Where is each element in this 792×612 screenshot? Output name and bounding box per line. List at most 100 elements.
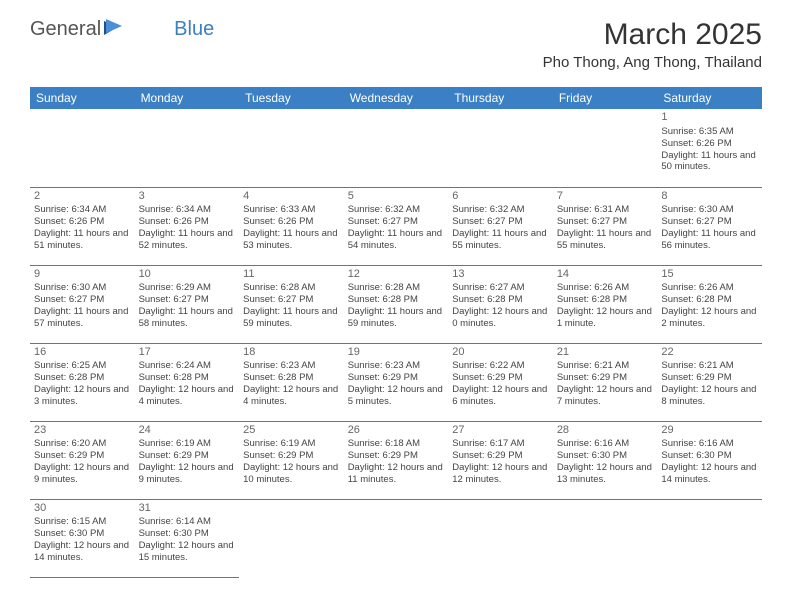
calendar-cell: 20Sunrise: 6:22 AMSunset: 6:29 PMDayligh…: [448, 343, 553, 421]
day-header: Monday: [135, 87, 240, 109]
day-number: 19: [348, 346, 445, 360]
calendar-cell: 18Sunrise: 6:23 AMSunset: 6:28 PMDayligh…: [239, 343, 344, 421]
calendar-row: 9Sunrise: 6:30 AMSunset: 6:27 PMDaylight…: [30, 265, 762, 343]
day-header: Sunday: [30, 87, 135, 109]
calendar-table: SundayMondayTuesdayWednesdayThursdayFrid…: [30, 87, 762, 578]
day-details: Sunrise: 6:28 AMSunset: 6:27 PMDaylight:…: [243, 282, 340, 330]
calendar-cell: 30Sunrise: 6:15 AMSunset: 6:30 PMDayligh…: [30, 499, 135, 577]
day-details: Sunrise: 6:23 AMSunset: 6:29 PMDaylight:…: [348, 360, 445, 408]
day-number: 6: [452, 190, 549, 204]
day-details: Sunrise: 6:18 AMSunset: 6:29 PMDaylight:…: [348, 438, 445, 486]
day-header: Saturday: [657, 87, 762, 109]
calendar-cell-empty: [135, 109, 240, 187]
day-header: Friday: [553, 87, 658, 109]
calendar-cell: 31Sunrise: 6:14 AMSunset: 6:30 PMDayligh…: [135, 499, 240, 577]
calendar-cell-empty: [239, 499, 344, 577]
day-details: Sunrise: 6:17 AMSunset: 6:29 PMDaylight:…: [452, 438, 549, 486]
calendar-row: 30Sunrise: 6:15 AMSunset: 6:30 PMDayligh…: [30, 499, 762, 577]
day-number: 27: [452, 424, 549, 438]
calendar-cell: 12Sunrise: 6:28 AMSunset: 6:28 PMDayligh…: [344, 265, 449, 343]
day-details: Sunrise: 6:19 AMSunset: 6:29 PMDaylight:…: [243, 438, 340, 486]
day-details: Sunrise: 6:29 AMSunset: 6:27 PMDaylight:…: [139, 282, 236, 330]
day-header-row: SundayMondayTuesdayWednesdayThursdayFrid…: [30, 87, 762, 109]
day-details: Sunrise: 6:21 AMSunset: 6:29 PMDaylight:…: [661, 360, 758, 408]
day-details: Sunrise: 6:33 AMSunset: 6:26 PMDaylight:…: [243, 204, 340, 252]
day-header: Thursday: [448, 87, 553, 109]
calendar-cell: 25Sunrise: 6:19 AMSunset: 6:29 PMDayligh…: [239, 421, 344, 499]
day-number: 30: [34, 502, 131, 516]
day-number: 1: [661, 111, 758, 125]
header: General Blue March 2025 Pho Thong, Ang T…: [0, 0, 792, 77]
day-number: 31: [139, 502, 236, 516]
calendar-cell-empty: [448, 499, 553, 577]
calendar-cell-empty: [30, 109, 135, 187]
day-number: 14: [557, 268, 654, 282]
day-details: Sunrise: 6:32 AMSunset: 6:27 PMDaylight:…: [452, 204, 549, 252]
calendar-cell: 10Sunrise: 6:29 AMSunset: 6:27 PMDayligh…: [135, 265, 240, 343]
calendar-cell: 16Sunrise: 6:25 AMSunset: 6:28 PMDayligh…: [30, 343, 135, 421]
day-number: 11: [243, 268, 340, 282]
day-number: 18: [243, 346, 340, 360]
flag-icon: [104, 19, 126, 35]
calendar-cell: 24Sunrise: 6:19 AMSunset: 6:29 PMDayligh…: [135, 421, 240, 499]
day-details: Sunrise: 6:21 AMSunset: 6:29 PMDaylight:…: [557, 360, 654, 408]
logo-text-1: General: [30, 18, 101, 41]
day-number: 2: [34, 190, 131, 204]
day-number: 29: [661, 424, 758, 438]
day-details: Sunrise: 6:30 AMSunset: 6:27 PMDaylight:…: [34, 282, 131, 330]
day-number: 21: [557, 346, 654, 360]
day-details: Sunrise: 6:16 AMSunset: 6:30 PMDaylight:…: [557, 438, 654, 486]
day-details: Sunrise: 6:22 AMSunset: 6:29 PMDaylight:…: [452, 360, 549, 408]
calendar-cell: 5Sunrise: 6:32 AMSunset: 6:27 PMDaylight…: [344, 187, 449, 265]
day-details: Sunrise: 6:30 AMSunset: 6:27 PMDaylight:…: [661, 204, 758, 252]
calendar-cell: 15Sunrise: 6:26 AMSunset: 6:28 PMDayligh…: [657, 265, 762, 343]
day-number: 16: [34, 346, 131, 360]
day-number: 20: [452, 346, 549, 360]
calendar-cell: 8Sunrise: 6:30 AMSunset: 6:27 PMDaylight…: [657, 187, 762, 265]
calendar-cell: 7Sunrise: 6:31 AMSunset: 6:27 PMDaylight…: [553, 187, 658, 265]
logo: General Blue: [30, 18, 214, 41]
day-number: 22: [661, 346, 758, 360]
day-details: Sunrise: 6:14 AMSunset: 6:30 PMDaylight:…: [139, 516, 236, 564]
day-details: Sunrise: 6:28 AMSunset: 6:28 PMDaylight:…: [348, 282, 445, 330]
day-details: Sunrise: 6:34 AMSunset: 6:26 PMDaylight:…: [34, 204, 131, 252]
logo-text-2: Blue: [174, 18, 214, 41]
day-number: 3: [139, 190, 236, 204]
calendar-cell: 27Sunrise: 6:17 AMSunset: 6:29 PMDayligh…: [448, 421, 553, 499]
page-title: March 2025: [543, 18, 762, 52]
day-number: 25: [243, 424, 340, 438]
calendar-cell: 9Sunrise: 6:30 AMSunset: 6:27 PMDaylight…: [30, 265, 135, 343]
day-details: Sunrise: 6:24 AMSunset: 6:28 PMDaylight:…: [139, 360, 236, 408]
day-number: 8: [661, 190, 758, 204]
day-number: 23: [34, 424, 131, 438]
day-number: 7: [557, 190, 654, 204]
calendar-cell: 3Sunrise: 6:34 AMSunset: 6:26 PMDaylight…: [135, 187, 240, 265]
day-number: 10: [139, 268, 236, 282]
calendar-row: 16Sunrise: 6:25 AMSunset: 6:28 PMDayligh…: [30, 343, 762, 421]
calendar-cell: 26Sunrise: 6:18 AMSunset: 6:29 PMDayligh…: [344, 421, 449, 499]
day-number: 24: [139, 424, 236, 438]
day-number: 5: [348, 190, 445, 204]
day-details: Sunrise: 6:16 AMSunset: 6:30 PMDaylight:…: [661, 438, 758, 486]
day-number: 26: [348, 424, 445, 438]
day-number: 15: [661, 268, 758, 282]
day-details: Sunrise: 6:15 AMSunset: 6:30 PMDaylight:…: [34, 516, 131, 564]
day-details: Sunrise: 6:25 AMSunset: 6:28 PMDaylight:…: [34, 360, 131, 408]
day-details: Sunrise: 6:34 AMSunset: 6:26 PMDaylight:…: [139, 204, 236, 252]
day-number: 17: [139, 346, 236, 360]
calendar-cell: 19Sunrise: 6:23 AMSunset: 6:29 PMDayligh…: [344, 343, 449, 421]
calendar-cell: 22Sunrise: 6:21 AMSunset: 6:29 PMDayligh…: [657, 343, 762, 421]
title-block: March 2025 Pho Thong, Ang Thong, Thailan…: [543, 18, 762, 71]
calendar-cell-empty: [553, 499, 658, 577]
calendar-cell-empty: [657, 499, 762, 577]
day-details: Sunrise: 6:20 AMSunset: 6:29 PMDaylight:…: [34, 438, 131, 486]
day-header: Tuesday: [239, 87, 344, 109]
calendar-cell: 11Sunrise: 6:28 AMSunset: 6:27 PMDayligh…: [239, 265, 344, 343]
day-number: 4: [243, 190, 340, 204]
day-number: 12: [348, 268, 445, 282]
day-number: 13: [452, 268, 549, 282]
day-details: Sunrise: 6:35 AMSunset: 6:26 PMDaylight:…: [661, 126, 758, 174]
calendar-cell: 1Sunrise: 6:35 AMSunset: 6:26 PMDaylight…: [657, 109, 762, 187]
calendar-cell: 13Sunrise: 6:27 AMSunset: 6:28 PMDayligh…: [448, 265, 553, 343]
day-details: Sunrise: 6:26 AMSunset: 6:28 PMDaylight:…: [557, 282, 654, 330]
